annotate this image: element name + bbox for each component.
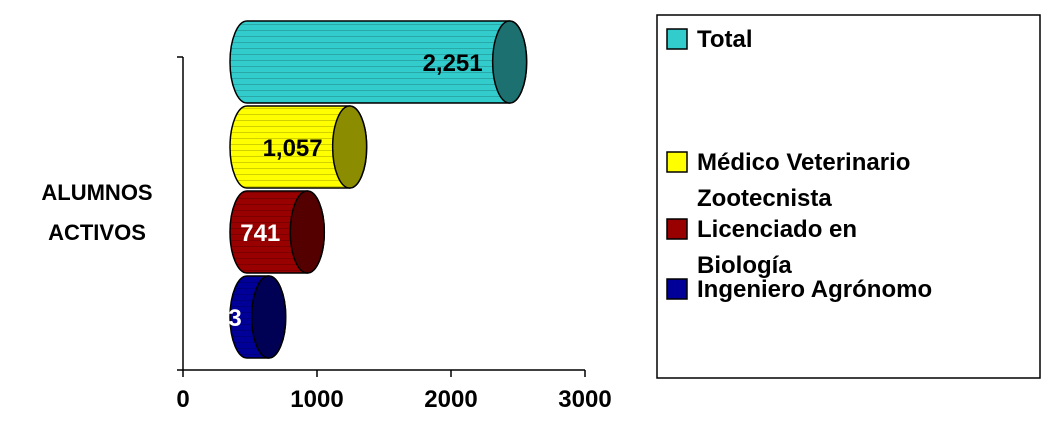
x-tick-label: 2000: [424, 386, 477, 413]
bar-0: 2,251: [229, 20, 528, 104]
x-tick-label: 1000: [290, 386, 343, 413]
legend-swatch: [666, 278, 688, 300]
legend: Total Médico Veterinario Zootecnista Licenc…: [656, 14, 1041, 379]
bar-cap: [331, 105, 368, 189]
x-ticks: 0 1000 2000 3000: [176, 370, 612, 413]
category-label-line-2: ACTIVOS: [48, 220, 146, 245]
data-label: 453: [202, 305, 242, 332]
legend-swatch: [666, 218, 688, 240]
data-label: 1,057: [263, 135, 323, 162]
legend-label: Zootecnista: [697, 185, 832, 212]
bar-cap: [289, 190, 326, 274]
legend-frame: [656, 14, 1041, 379]
axes: [177, 56, 585, 371]
bar-2: 741: [229, 190, 326, 274]
bar-cap: [250, 275, 287, 359]
data-label: 2,251: [423, 50, 483, 77]
legend-label: Biología: [697, 252, 792, 279]
bars: 2,251 1,057 741 453: [202, 20, 528, 359]
bar-texture: [230, 21, 527, 103]
data-label: 741: [240, 220, 280, 247]
bar-texture: [230, 106, 367, 188]
category-label-line-1: ALUMNOS: [41, 180, 152, 205]
x-tick-label: 3000: [558, 386, 611, 413]
x-tick-label: 0: [176, 386, 189, 413]
legend-swatch: [666, 28, 688, 50]
legend-label: Ingeniero Agrónomo: [697, 276, 932, 303]
legend-label: Médico Veterinario: [697, 149, 910, 176]
bar-3: 453: [202, 275, 287, 359]
bar-1: 1,057: [229, 105, 368, 189]
bar-cap: [491, 20, 528, 104]
legend-label: Total: [697, 26, 753, 53]
legend-label: Licenciado en: [697, 216, 857, 243]
legend-swatch: [666, 151, 688, 173]
